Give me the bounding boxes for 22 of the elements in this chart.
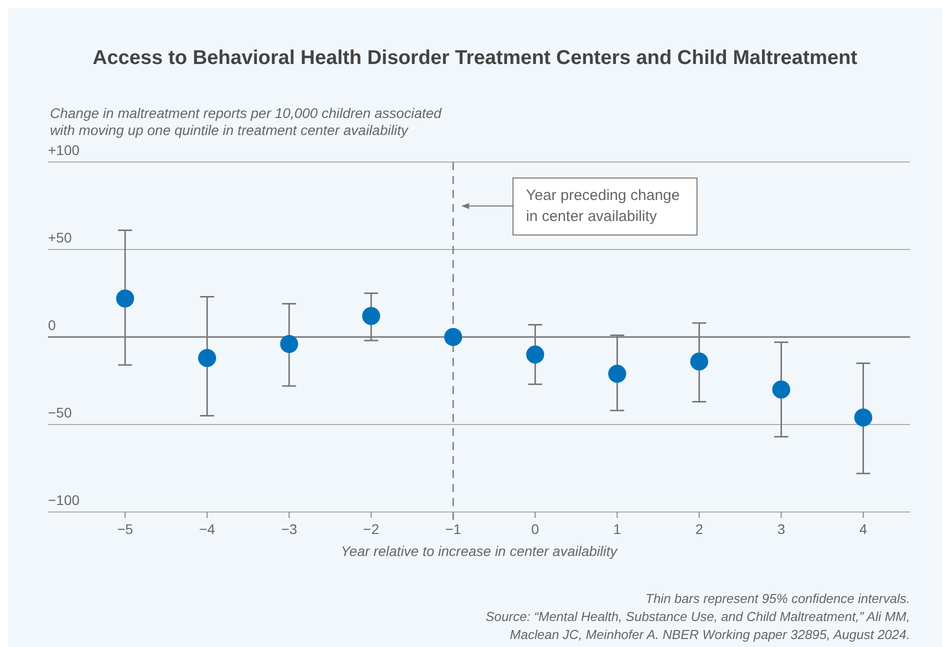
y-tick-label: 0 <box>48 317 56 333</box>
x-tick-label: 1 <box>613 521 622 537</box>
x-tick-label: −5 <box>117 521 134 537</box>
ref-line-label: Year preceding change in center availability <box>526 187 680 225</box>
y-tick-label: −100 <box>48 492 80 508</box>
x-tick-label: −1 <box>445 521 462 537</box>
x-tick-label: −2 <box>363 521 380 537</box>
chart-title: Access to Behavioral Health Disorder Treatment Centers and Child Maltreatment <box>92 47 858 69</box>
y-tick-label: +50 <box>48 230 72 246</box>
x-tick-label: −4 <box>199 521 216 537</box>
x-axis-title: Year relative to increase in center availability <box>340 543 618 559</box>
text: Maclean JC, Meinhofer A. NBER Working paper 32895, August 2024. <box>510 627 910 642</box>
source-note: Source: “Mental Health, Substance Use, and Child Maltreatment,” Ali MM, <box>486 609 910 624</box>
y-axis-title: Change in maltreatment reports per 10,000 children associated with moving up one quintile in treatment center availability <box>50 105 443 138</box>
y-tick-label: +100 <box>48 142 80 158</box>
x-tick-label: 2 <box>695 521 704 537</box>
text: Thin bars represent 95% confidence intervals. <box>646 591 910 606</box>
x-tick-label: 0 <box>531 521 540 537</box>
x-tick-label: 4 <box>859 521 868 537</box>
x-tick-label: −3 <box>281 521 298 537</box>
x-tick-label: 3 <box>777 521 786 537</box>
y-tick-label: −50 <box>48 404 72 420</box>
